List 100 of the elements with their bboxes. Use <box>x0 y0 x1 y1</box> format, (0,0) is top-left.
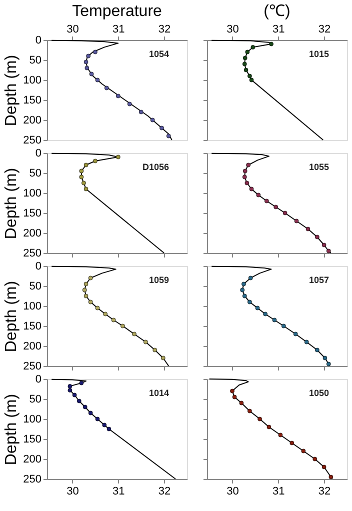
point <box>281 324 286 328</box>
point <box>240 288 245 292</box>
point <box>84 294 88 298</box>
annotation: 1057 <box>308 275 329 285</box>
y-tick-label: 250 <box>23 248 42 260</box>
point <box>247 300 252 304</box>
point <box>88 276 93 280</box>
x-tick-label: 31 <box>112 24 125 36</box>
point <box>84 66 90 70</box>
point <box>116 154 120 160</box>
y-axis-title: Depth (m) <box>3 280 20 352</box>
point <box>92 50 98 54</box>
point <box>293 332 298 336</box>
y-tick-label: 100 <box>23 74 42 86</box>
point <box>166 134 171 138</box>
point <box>82 180 86 186</box>
y-tick-label: 100 <box>23 188 42 200</box>
y-tick-label: 250 <box>23 360 42 372</box>
point <box>160 126 164 130</box>
point <box>68 388 72 392</box>
point <box>150 118 155 122</box>
annotation: 1059 <box>148 275 169 285</box>
point <box>102 422 107 428</box>
point <box>138 110 144 114</box>
point <box>301 448 306 454</box>
point <box>230 388 234 394</box>
y-tick-label: 150 <box>23 94 42 106</box>
point <box>242 62 247 66</box>
point <box>242 174 247 180</box>
point <box>111 318 116 322</box>
point <box>232 394 237 400</box>
y-tick-label: 50 <box>29 54 42 66</box>
y-tick-label: 100 <box>23 300 42 312</box>
point <box>76 398 82 404</box>
y-tick-label: 100 <box>23 414 42 426</box>
y-tick-label: 0 <box>35 260 42 272</box>
point <box>127 102 132 106</box>
point <box>282 210 288 216</box>
point <box>244 180 250 186</box>
point <box>306 226 310 232</box>
x-tick-label: 31 <box>112 486 125 498</box>
y-tick-label: 200 <box>23 340 42 352</box>
x-tick-label: 30 <box>226 24 239 36</box>
point <box>242 56 248 60</box>
point <box>242 168 248 174</box>
point <box>79 174 84 180</box>
point <box>322 242 326 248</box>
x-tick-label: 31 <box>272 486 285 498</box>
point <box>274 204 278 210</box>
x-tick-label: 32 <box>158 24 171 36</box>
point <box>245 50 250 54</box>
y-tick-label: 200 <box>23 114 42 126</box>
y-tick-label: 200 <box>23 454 42 466</box>
point <box>92 158 98 164</box>
point <box>103 312 108 316</box>
point <box>249 186 254 192</box>
point <box>79 380 84 386</box>
y-axis-title: Depth (m) <box>3 54 20 126</box>
x-tick-label: 30 <box>66 24 79 36</box>
point <box>269 42 274 46</box>
point <box>106 426 112 432</box>
point <box>82 404 88 410</box>
line-series <box>51 40 172 140</box>
point <box>160 356 166 360</box>
chart-title: Temperature <box>72 3 162 20</box>
x-tick-label: 30 <box>66 486 79 498</box>
y-tick-label: 150 <box>23 208 42 220</box>
point <box>247 408 252 414</box>
point <box>88 300 93 304</box>
point <box>79 168 84 174</box>
annotation: D1056 <box>142 162 169 172</box>
y-tick-label: 50 <box>29 168 42 180</box>
point <box>256 192 261 198</box>
point <box>88 410 93 416</box>
x-tick-label: 30 <box>226 486 239 498</box>
point <box>248 276 253 280</box>
y-tick-label: 150 <box>23 434 42 446</box>
y-tick-label: 0 <box>35 148 42 160</box>
annotation: 1054 <box>148 49 169 59</box>
y-axis-title: Depth (m) <box>3 168 20 240</box>
point <box>86 54 91 58</box>
x-tick-label: 32 <box>158 486 171 498</box>
y-tick-label: 250 <box>23 134 42 146</box>
point <box>244 68 248 72</box>
point <box>239 400 244 406</box>
point <box>272 318 277 322</box>
point <box>152 348 158 352</box>
point <box>116 94 120 98</box>
y-axis-title: Depth (m) <box>3 394 20 466</box>
annotation: 1050 <box>308 388 329 398</box>
point <box>250 45 256 50</box>
point <box>84 162 88 168</box>
line-series <box>51 266 170 366</box>
point <box>322 464 326 470</box>
x-tick-label: 32 <box>318 24 331 36</box>
y-tick-label: 200 <box>23 228 42 240</box>
point <box>249 78 254 82</box>
point <box>84 186 88 192</box>
point <box>278 432 283 438</box>
point <box>104 86 109 90</box>
